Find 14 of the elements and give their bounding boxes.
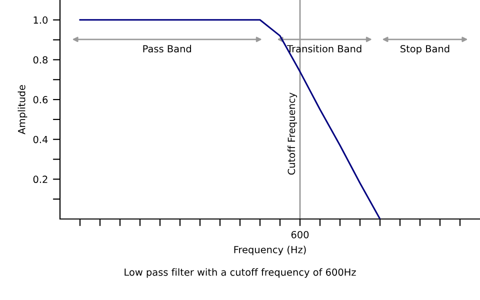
ref-line-label: Cutoff Frequency	[288, 92, 297, 175]
y-axis-title: Amplitude	[18, 85, 28, 134]
annotation: Pass Band	[143, 44, 191, 52]
y-tick-label: 0.2	[33, 176, 48, 184]
annotation: Stop Band	[400, 44, 450, 54]
x-axis-title: Frequency (Hz)	[234, 246, 306, 256]
line-series	[79, 19, 381, 219]
y-tick-label: 0.8	[33, 56, 48, 64]
annotation: Transition Band	[287, 44, 362, 52]
text: Low pass filter with a cutoff frequency of 600Hz	[124, 268, 356, 278]
x-tick-label: 600	[291, 230, 309, 238]
y-tick-label: 0.6	[33, 96, 48, 104]
y-tick-label: 0.4	[33, 136, 48, 144]
y-tick-label: 1.0	[34, 16, 48, 24]
